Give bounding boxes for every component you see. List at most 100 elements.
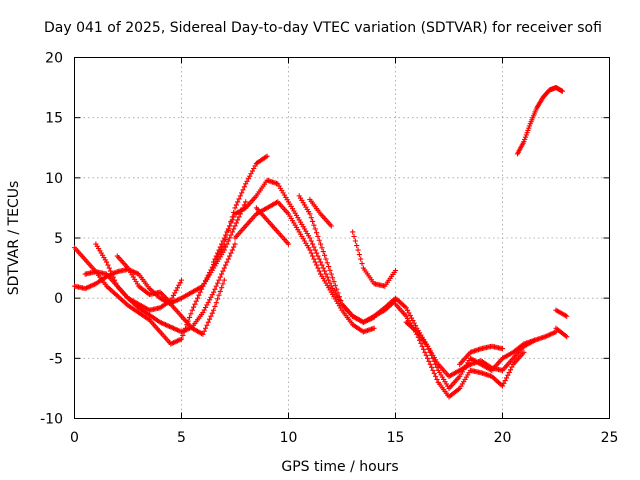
data-point (212, 286, 218, 292)
data-point (564, 334, 570, 340)
data-point (231, 214, 237, 220)
data-point (505, 372, 511, 378)
data-point (217, 244, 223, 250)
data-point (355, 247, 361, 253)
data-point (327, 267, 333, 273)
data-point (322, 268, 328, 274)
data-point (232, 205, 238, 211)
data-series-18 (514, 84, 566, 157)
data-point (331, 279, 337, 285)
data-point (215, 296, 221, 302)
y-axis-label: SDTVAR / TECUs (6, 181, 22, 296)
data-point (328, 271, 334, 277)
y-axis-tick-labels: -10 -5 0 5 10 15 20 (40, 51, 63, 428)
data-point (220, 238, 226, 244)
data-point (416, 337, 423, 343)
data-point (420, 346, 427, 352)
data-point (217, 288, 223, 294)
data-point (239, 190, 245, 196)
data-point (194, 295, 201, 301)
data-point (307, 235, 313, 241)
data-point (189, 307, 195, 313)
y-tick-label: 15 (45, 111, 63, 127)
data-point (509, 364, 515, 370)
x-tick-label: 10 (280, 430, 298, 446)
data-point (106, 265, 112, 271)
data-point (219, 241, 225, 247)
data-point (197, 289, 203, 295)
data-point (233, 202, 239, 208)
data-point (320, 248, 326, 255)
data-point (215, 280, 221, 286)
data-point (229, 247, 235, 253)
data-point (392, 267, 399, 274)
data-point (188, 311, 194, 317)
data-series-14 (403, 319, 538, 379)
data-point (431, 370, 437, 376)
data-point (332, 282, 338, 288)
data-point (227, 253, 233, 259)
data-point (309, 218, 316, 225)
x-tick-label: 25 (601, 430, 619, 446)
axis-ticks (74, 57, 610, 419)
data-point (225, 238, 231, 244)
data-point (200, 331, 206, 337)
data-point (506, 369, 512, 376)
data-point (318, 259, 324, 265)
data-point (324, 260, 330, 266)
data-point (319, 245, 325, 251)
data-point (328, 223, 334, 229)
data-point (236, 196, 242, 202)
data-series-8 (253, 205, 292, 247)
data-point (178, 277, 185, 283)
data-point (231, 226, 237, 232)
data-point (425, 355, 431, 361)
data-point (350, 229, 356, 235)
data-point (216, 277, 222, 283)
data-point (223, 244, 229, 250)
data-point (228, 220, 234, 226)
data-point (532, 337, 538, 343)
data-point (236, 214, 242, 220)
data-point (358, 256, 364, 262)
data-point (434, 376, 440, 382)
data-point (215, 250, 221, 256)
data-point (235, 217, 241, 223)
data-point (307, 211, 313, 217)
data-point (309, 253, 316, 259)
data-point (211, 307, 217, 313)
data-point (196, 292, 202, 298)
data-point (225, 256, 231, 262)
data-point (313, 262, 320, 268)
data-point (243, 199, 249, 205)
data-point (206, 316, 213, 322)
data-point (336, 294, 342, 300)
data-point (319, 262, 325, 268)
data-point (359, 260, 365, 267)
data-point (316, 256, 322, 262)
data-point (212, 303, 218, 310)
data-point (211, 259, 217, 265)
data-point (418, 340, 424, 346)
data-point (320, 265, 326, 271)
data-point (312, 247, 318, 253)
data-point (193, 298, 199, 304)
data-point (311, 256, 317, 262)
data-point (233, 220, 239, 226)
data-point (224, 229, 230, 235)
y-tick-label: 0 (54, 291, 63, 307)
data-series-13 (392, 301, 527, 400)
data-series-11 (350, 229, 399, 289)
data-point (104, 259, 110, 265)
data-point (564, 313, 570, 319)
data-point (221, 277, 227, 283)
data-point (307, 247, 313, 253)
data-point (192, 301, 198, 307)
data-point (313, 230, 320, 236)
data-point (499, 346, 506, 352)
data-series-17 (553, 307, 570, 319)
data-point (324, 274, 330, 280)
data-point (221, 247, 227, 253)
data-point (237, 193, 243, 199)
data-point (232, 241, 238, 247)
